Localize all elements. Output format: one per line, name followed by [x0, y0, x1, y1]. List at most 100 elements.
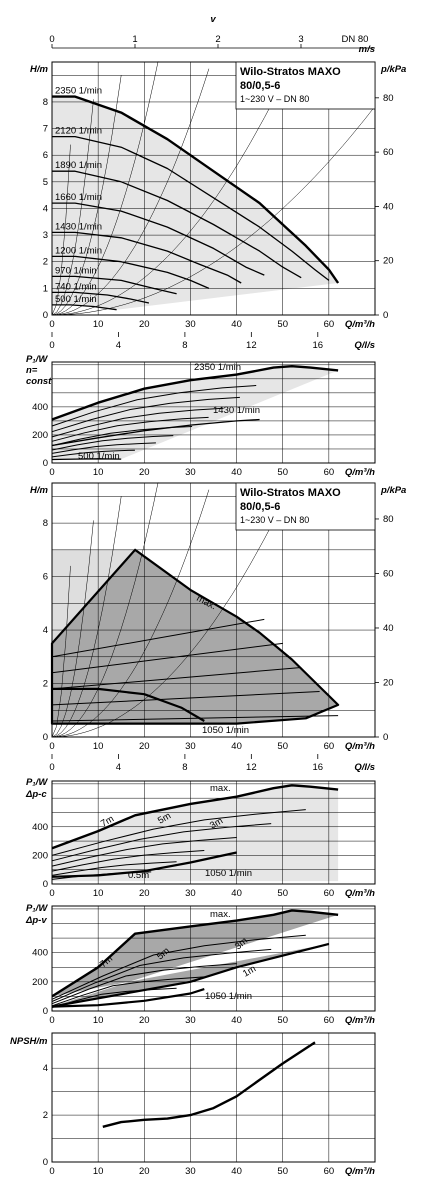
c3-x-tick-4: 40: [231, 741, 242, 752]
c5-dpv-curve-1: [51, 948, 272, 1002]
c2-curve-label-0: 2350 1/min: [194, 362, 241, 373]
c5-curve-min: [51, 988, 205, 1008]
c1-y-right-tick-0: 0: [383, 310, 388, 321]
c3-system-curve-4: [51, 489, 210, 738]
c1-curve-label-3: 1660 1/min: [55, 192, 102, 203]
c1-y-right-label: p/kPa: [380, 64, 406, 75]
c3-product-title: Wilo-Stratos MAXO: [240, 487, 341, 499]
c1-system-curve-4: [51, 68, 210, 316]
c3-dpv-line-1: [51, 691, 320, 706]
c3-qls-tick-3: 12: [246, 762, 257, 773]
c3-dpv-line-3: [51, 642, 283, 674]
c1-system-curve-3: [51, 61, 159, 316]
c4-x-tick-0: 0: [49, 888, 54, 899]
c6-x-tick-3: 30: [185, 1166, 196, 1177]
c4-curve-max: [51, 784, 339, 850]
c2-mode-label-2: const: [26, 376, 52, 387]
c3-system-curve-3: [51, 482, 159, 738]
c6-x-tick-2: 20: [139, 1166, 150, 1177]
c3-product-model: 80/0,5-6: [240, 501, 280, 513]
c2-intermediate-curve-5: [51, 435, 174, 451]
c4-y-tick-1: 200: [32, 850, 48, 861]
c2-y-label: P₁/W: [26, 354, 48, 365]
c1-system-curve-0: [51, 144, 71, 316]
c3-y-tick-4: 8: [43, 518, 48, 529]
c2-curve-0: [51, 365, 339, 421]
c1-system-curve-6: [52, 106, 376, 316]
c2-intermediate-curve-6: [51, 442, 156, 454]
c4-x-tick-4: 40: [231, 888, 242, 899]
c1-x-tick-6: 60: [324, 319, 335, 330]
c1-curve-label-1: 2120 1/min: [55, 126, 102, 137]
c2-curve-1: [51, 418, 260, 447]
c5-dpv-curve-3: [51, 976, 205, 1007]
c5-mode-label: Δp-v: [25, 915, 47, 926]
c1-y-right-tick-3: 60: [383, 147, 394, 158]
c1-curve-2: [52, 170, 302, 279]
c1-qls-tick-2: 8: [182, 340, 187, 351]
c4-x-tick-1: 10: [93, 888, 104, 899]
c1-y-tick-8: 8: [43, 97, 48, 108]
c1-top-tick-1: 1: [132, 34, 137, 45]
c1-x-label: Q/m³/h: [345, 319, 375, 330]
c1-x-tick-0: 0: [49, 319, 54, 330]
c1-curve-5: [52, 255, 210, 289]
c1-system-curve-1: [51, 99, 94, 316]
c1-top-axis-unit: m/s: [359, 44, 375, 55]
c1-x-tick-4: 40: [231, 319, 242, 330]
c3-system-curve-1: [51, 520, 94, 738]
c3-x-tick-3: 30: [185, 741, 196, 752]
c4-dpc-curve-2: [51, 837, 237, 867]
c1-y-tick-6: 6: [43, 150, 48, 161]
c5-dpv-curve-2: [51, 963, 237, 1005]
c1-system-curve-2: [51, 75, 122, 316]
c4-y-tick-0: 0: [43, 879, 48, 890]
c4-dpc-curve-0: [51, 809, 306, 856]
c5-x-tick-4: 40: [231, 1015, 242, 1026]
c1-frame: [51, 61, 376, 316]
c1-y-right-tick-4: 80: [383, 93, 394, 104]
c1-curve-label-6: 970 1/min: [55, 265, 97, 276]
c1-y-right-tick-1: 20: [383, 256, 394, 267]
c1-y-tick-4: 4: [43, 203, 48, 214]
c5-y-tick-0: 0: [43, 1006, 48, 1017]
c1-top-axis-label: v: [210, 14, 216, 25]
c1-x-tick-5: 50: [277, 319, 288, 330]
c1-x-tick-3: 30: [185, 319, 196, 330]
c6-x-tick-0: 0: [49, 1166, 54, 1177]
c5-curve-max: [51, 909, 339, 998]
c4-operating-area: [52, 785, 339, 882]
c5-y-tick-2: 400: [32, 948, 48, 959]
c3-field-outline: [50, 548, 340, 725]
c3-label-min: 1050 1/min: [202, 725, 249, 736]
c3-operating-field: [52, 549, 339, 724]
c2-intermediate-curve-1: [51, 396, 240, 433]
c2-frame: [51, 361, 376, 464]
c3-y-tick-0: 0: [43, 732, 48, 743]
c2-x-tick-6: 60: [324, 467, 335, 478]
c6-x-tick-4: 40: [231, 1166, 242, 1177]
c4-y-label: P₁/W: [26, 777, 48, 788]
c5-dpv-curve-0: [51, 934, 306, 1000]
c4-label-max: max.: [210, 783, 231, 794]
c2-y-tick-2: 400: [32, 402, 48, 413]
c1-product-title: Wilo-Stratos MAXO: [240, 66, 341, 78]
c5-y-tick-1: 200: [32, 977, 48, 988]
c2-x-tick-0: 0: [49, 467, 54, 478]
c4-dpc-curve-3: [51, 850, 205, 872]
c3-x-tick-6: 60: [324, 741, 335, 752]
c2-x-tick-5: 50: [277, 467, 288, 478]
c2-curve-label-1: 1430 1/min: [213, 405, 260, 416]
c3-y-right-tick-2: 40: [383, 623, 394, 634]
c5-x-tick-1: 10: [93, 1015, 104, 1026]
c3-system-curve-0: [51, 565, 71, 738]
c3-y-right-tick-3: 60: [383, 568, 394, 579]
c3-dpv-line-0: [51, 715, 339, 722]
c6-y-tick-1: 2: [43, 1110, 48, 1121]
c1-y-tick-1: 1: [43, 283, 48, 294]
c3-y-label: H/m: [30, 485, 49, 496]
c1-x-tick-1: 10: [93, 319, 104, 330]
c1-y-tick-2: 2: [43, 257, 48, 268]
c4-label-05m: 0.5m: [128, 870, 149, 881]
